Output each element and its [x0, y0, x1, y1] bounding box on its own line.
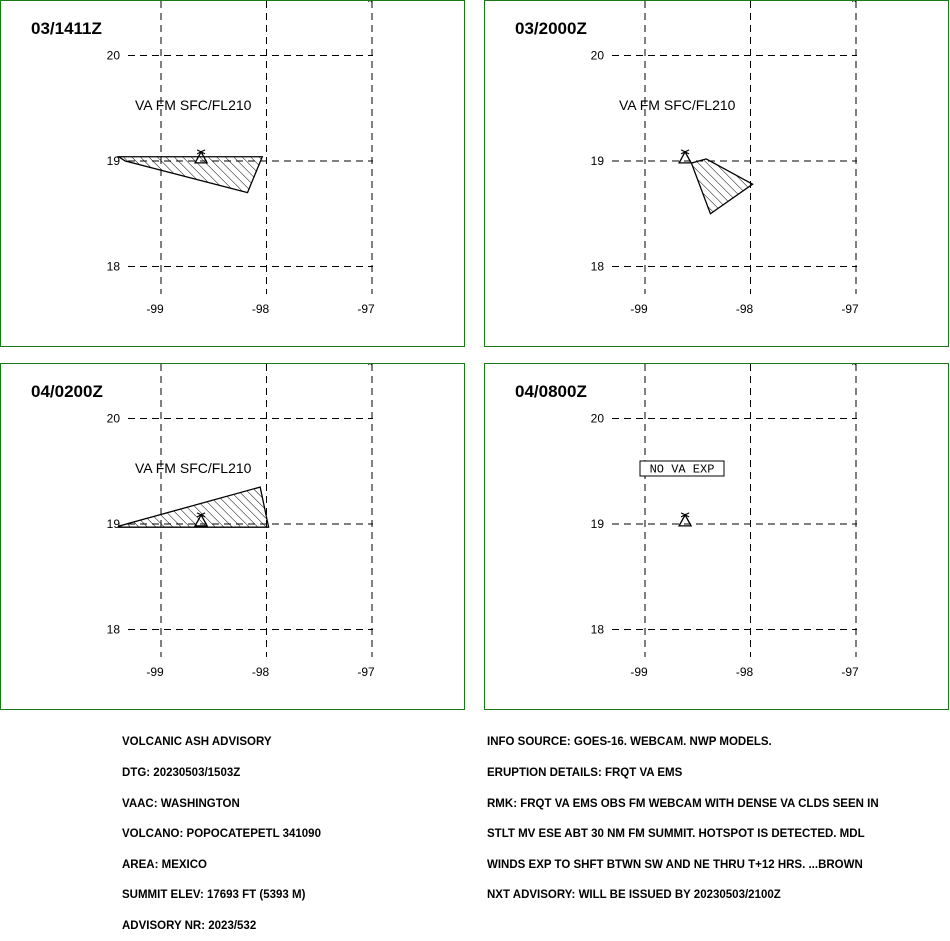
lon-label: -99: [146, 665, 164, 679]
lon-label: -99: [630, 302, 648, 316]
forecast-panel-2: 03/2000Z 20 19 18 -99 -98 -97 ˟ VA FM SFC/FL210: [484, 0, 949, 347]
advisory-info-left: VOLCANIC ASH ADVISORY DTG: 20230503/1503…: [122, 717, 321, 941]
lat-label: 18: [591, 260, 605, 274]
ash-cloud-polygon: [690, 158, 754, 215]
advisory-line: RMK: FRQT VA EMS OBS FM WEBCAM WITH DENS…: [487, 797, 879, 810]
forecast-panel-1: 03/1411Z 20 19 18 -99 -98 -97 ˟ VA FM SFC/FL210: [0, 0, 465, 347]
lat-label: 20: [107, 412, 121, 426]
lat-label: 18: [107, 260, 121, 274]
lon-label: -99: [146, 302, 164, 316]
advisory-line: WINDS EXP TO SHFT BTWN SW AND NE THRU T+…: [487, 858, 863, 871]
advisory-line: VAAC: WASHINGTON: [122, 797, 240, 810]
lat-label: 19: [591, 154, 605, 168]
corner-tick: ˟: [852, 364, 856, 373]
volcano-icon: [677, 512, 693, 527]
advisory-line: VOLCANO: POPOCATEPETL 341090: [122, 828, 321, 841]
advisory-line: VOLCANIC ASH ADVISORY: [122, 736, 272, 749]
advisory-line: SUMMIT ELEV: 17693 FT (5393 M): [122, 889, 306, 902]
lon-label: -98: [736, 665, 754, 679]
graticule: [612, 1, 857, 294]
graticule: [128, 1, 373, 294]
panel-time: 03/1411Z: [31, 19, 102, 38]
lat-label: 20: [591, 412, 605, 426]
va-level-label: VA FM SFC/FL210: [135, 460, 252, 476]
lat-label: 20: [591, 49, 605, 63]
lat-label: 19: [107, 517, 121, 531]
advisory-line: STLT MV ESE ABT 30 NM FM SUMMIT. HOTSPOT…: [487, 828, 865, 841]
advisory-line: ERUPTION DETAILS: FRQT VA EMS: [487, 767, 683, 779]
corner-tick: ˟: [852, 1, 856, 10]
map-svg: 20 19 18 -99 -98 -97 ˟ VA FM SFC/FL210: [107, 1, 375, 316]
map-svg: 20 19 18 -99 -98 -97 ˟ VA FM SFC/FL210: [107, 364, 375, 679]
volcano-icon: [193, 512, 209, 527]
lat-label: 20: [107, 49, 121, 63]
ash-cloud-polygon: [118, 486, 270, 528]
lon-label: -98: [252, 665, 270, 679]
advisory-line: DTG: 20230503/1503Z: [122, 767, 241, 779]
volcano-icon: [677, 149, 693, 164]
lon-label: -98: [252, 302, 270, 316]
lon-label: -99: [630, 665, 648, 679]
panel-time: 03/2000Z: [515, 19, 587, 38]
lat-label: 19: [591, 517, 605, 531]
ash-cloud-polygon: [116, 156, 264, 194]
va-level-label: VA FM SFC/FL210: [619, 97, 736, 113]
forecast-panel-3: 04/0200Z 20 19 18 -99 -98 -97 ˟ VA FM SFC/FL210: [0, 363, 465, 710]
lat-label: 18: [107, 623, 121, 637]
advisory-line: INFO SOURCE: GOES-16. WEBCAM. NWP MODELS…: [487, 736, 772, 749]
lon-label: -97: [357, 302, 375, 316]
panel-time: 04/0800Z: [515, 382, 587, 401]
no-va-box: [639, 460, 725, 477]
lon-label: -97: [841, 302, 859, 316]
advisory-line: ADVISORY NR: 2023/532: [122, 919, 257, 932]
map-svg: 20 19 18 -99 -98 -97 ˟ NO VA EXP: [591, 364, 859, 679]
lon-label: -97: [357, 665, 375, 679]
map-svg: 20 19 18 -99 -98 -97 ˟ VA FM SFC/FL210: [591, 1, 859, 316]
lon-label: -98: [736, 302, 754, 316]
volcano-icon: [193, 149, 209, 164]
corner-tick: ˟: [368, 1, 372, 10]
forecast-panel-4: 04/0800Z 20 19 18 -99 -98 -97 ˟ NO VA EXP: [484, 363, 949, 710]
graticule: [612, 364, 857, 657]
lon-label: -97: [841, 665, 859, 679]
advisory-line: NXT ADVISORY: WILL BE ISSUED BY 20230503…: [487, 889, 781, 902]
no-va-label: NO VA EXP: [650, 463, 715, 477]
advisory-line: AREA: MEXICO: [122, 858, 207, 871]
lat-label: 19: [107, 154, 121, 168]
panel-time: 04/0200Z: [31, 382, 103, 401]
corner-tick: ˟: [368, 364, 372, 373]
lat-label: 18: [591, 623, 605, 637]
va-level-label: VA FM SFC/FL210: [135, 97, 252, 113]
advisory-info-right: INFO SOURCE: GOES-16. WEBCAM. NWP MODELS…: [487, 717, 879, 911]
